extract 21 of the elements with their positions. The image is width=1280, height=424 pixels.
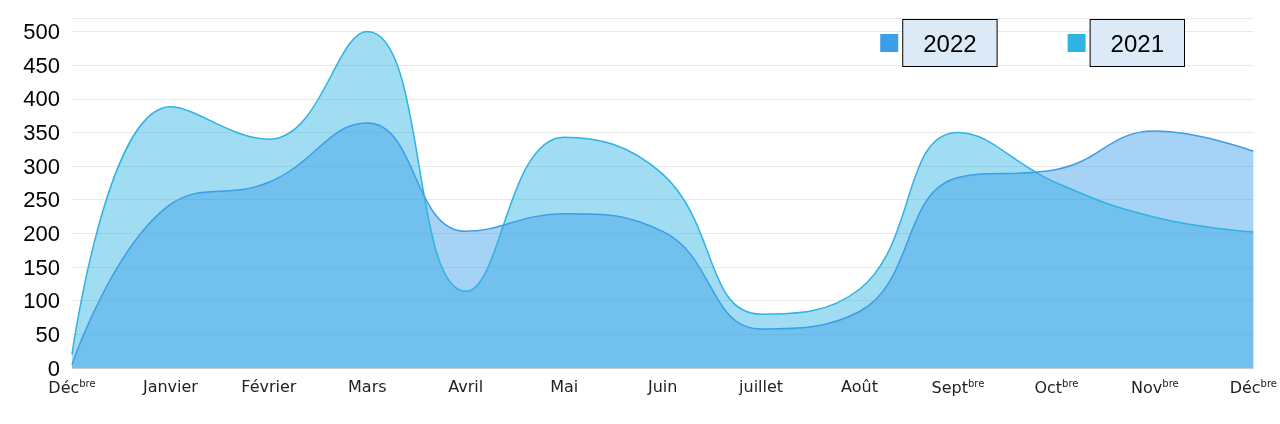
y-tick-label: 200: [23, 220, 60, 246]
y-tick-label: 100: [23, 288, 60, 314]
x-tick-label: Février: [241, 376, 297, 396]
y-tick-label: 350: [23, 119, 60, 145]
y-tick-label: 500: [23, 18, 60, 44]
y-tick-label: 400: [23, 86, 60, 112]
x-tick-label: Avril: [448, 376, 484, 396]
legend-label: 2022: [923, 29, 977, 57]
y-tick-label: 50: [35, 321, 60, 347]
x-tick-label: juillet: [738, 376, 784, 396]
y-tick-label: 0: [47, 355, 60, 381]
x-tick-label: Juin: [646, 376, 678, 396]
x-tick-label: Mars: [348, 376, 387, 396]
y-tick-label: 150: [23, 254, 60, 280]
x-tick-label: Janvier: [141, 376, 199, 396]
y-tick-label: 450: [23, 52, 60, 78]
x-tick-label: Août: [841, 376, 878, 396]
y-tick-label: 250: [23, 187, 60, 213]
legend-label: 2021: [1110, 29, 1164, 57]
y-tick-label: 300: [23, 153, 60, 179]
x-tick-label: Mai: [550, 376, 579, 396]
